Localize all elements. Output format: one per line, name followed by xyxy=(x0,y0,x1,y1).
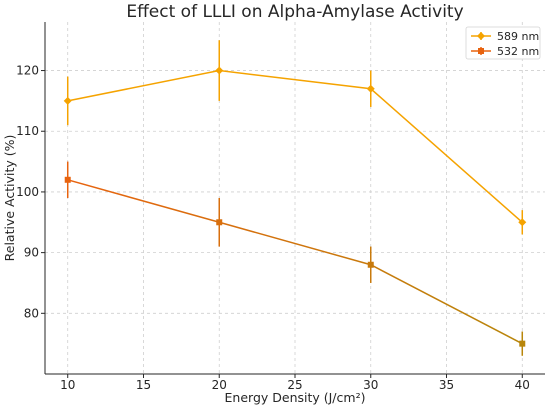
legend-label: 532 nm xyxy=(497,45,539,58)
data-point xyxy=(215,66,224,75)
y-tick-label: 110 xyxy=(16,124,39,138)
y-tick-label: 120 xyxy=(16,64,39,78)
x-tick-label: 10 xyxy=(60,378,75,392)
series-layer xyxy=(63,40,527,356)
legend-label: 589 nm xyxy=(497,30,539,43)
chart-title: Effect of LLLI on Alpha-Amylase Activity xyxy=(126,2,463,22)
legend-marker xyxy=(478,48,484,54)
legend: 589 nm 532 nm xyxy=(465,26,541,60)
series-0 xyxy=(63,40,527,235)
series-line xyxy=(67,179,523,345)
y-tick-label: 100 xyxy=(16,185,39,199)
x-tick-label: 30 xyxy=(363,378,378,392)
data-point xyxy=(64,176,71,183)
data-point xyxy=(367,261,374,268)
grid xyxy=(45,22,545,374)
legend-marker xyxy=(477,32,485,40)
x-tick-label: 35 xyxy=(439,378,454,392)
x-tick-label: 20 xyxy=(212,378,227,392)
data-point xyxy=(63,96,72,105)
y-axis-label: Relative Activity (%) xyxy=(2,135,17,262)
y-tick-label: 80 xyxy=(24,306,39,320)
series-line xyxy=(67,69,523,223)
x-tick-label: 15 xyxy=(136,378,151,392)
y-tick-label: 90 xyxy=(24,246,39,260)
data-point xyxy=(366,84,375,93)
data-point xyxy=(518,218,527,227)
x-axis-label: Energy Density (J/cm²) xyxy=(225,390,366,405)
data-point xyxy=(216,219,223,226)
series-1 xyxy=(64,161,526,356)
x-tick-label: 40 xyxy=(515,378,530,392)
axes: 10 15 20 25 30 35 40 80 90 100 110 120 xyxy=(16,22,545,392)
x-tick-label: 25 xyxy=(287,378,302,392)
data-point xyxy=(519,340,526,347)
